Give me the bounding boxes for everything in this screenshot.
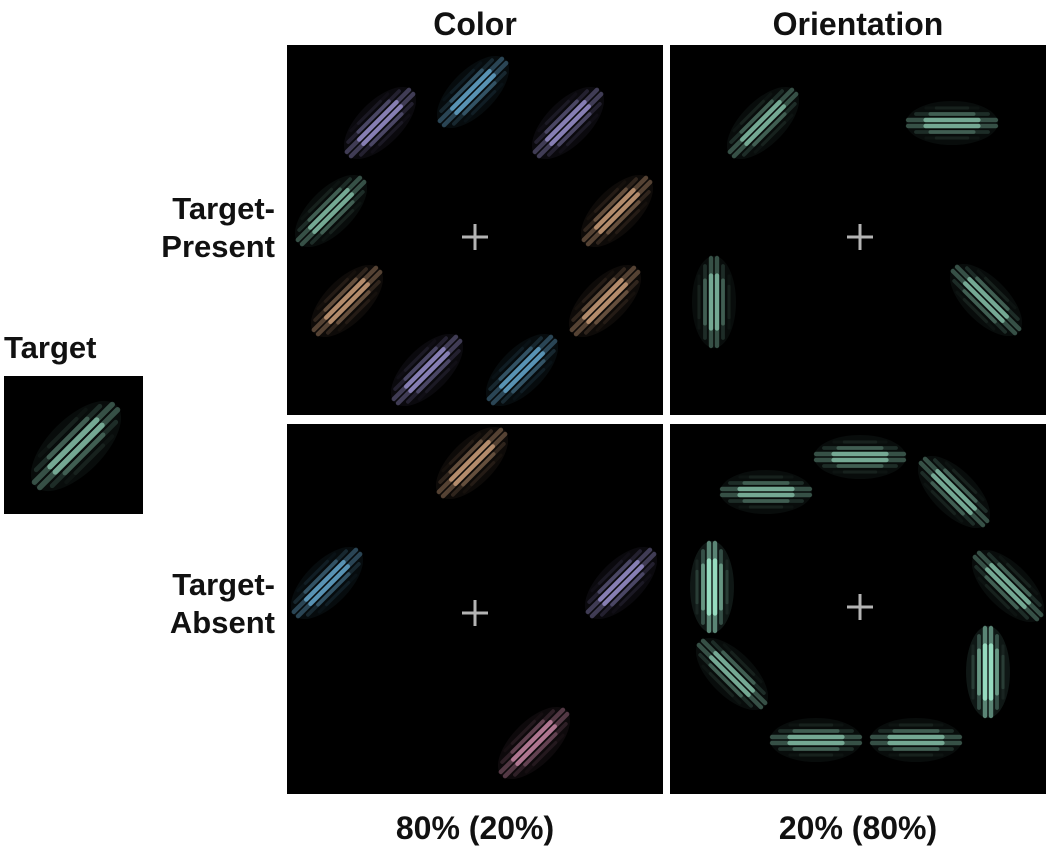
gabor-oa-6 [813, 435, 907, 479]
panel-color-absent-svg [290, 426, 658, 780]
target-stimulus [4, 376, 143, 514]
gabor-cp-9 [485, 333, 559, 407]
header-orientation: Orientation [772, 6, 944, 42]
fixation-cross-icon [847, 594, 873, 620]
gabor-oa-5 [971, 549, 1045, 623]
panel-orientation-target-present [670, 45, 1046, 415]
gabor-oa-4 [719, 470, 813, 514]
gabor-oa-7 [690, 540, 734, 634]
gabor-cp-2 [343, 86, 417, 160]
gabor-op-2 [905, 101, 999, 145]
row-label-present-line1: Target- [172, 191, 275, 226]
gabor-oa-11 [869, 718, 963, 762]
target-label: Target [4, 330, 97, 365]
gabor-cp-8 [390, 333, 464, 407]
row-label-target-present: Target- Present [115, 190, 275, 266]
gabor-oa-10 [769, 718, 863, 762]
gabor-cp-1 [436, 55, 510, 129]
panel-orientation-target-absent [670, 424, 1046, 794]
gabor-cp-5 [580, 174, 654, 248]
panel-color-target-absent [287, 424, 663, 794]
gabor-ca-4 [497, 706, 571, 780]
footer-orientation-percent: 20% (80%) [778, 810, 938, 846]
row-label-absent-line1: Target- [172, 567, 275, 602]
gabor-oa-8 [966, 625, 1010, 719]
gabor-ca-1 [435, 426, 509, 500]
panel-orientation-present-svg [692, 86, 1023, 349]
gabor-op-4 [949, 263, 1023, 337]
fixation-cross-icon [847, 224, 873, 250]
panel-color-target-present [287, 45, 663, 415]
fixation-cross-icon [462, 600, 488, 626]
gabor-ca-2 [290, 546, 364, 620]
target-gabor [30, 400, 122, 492]
header-color: Color [433, 6, 517, 42]
gabor-cp-6 [310, 264, 384, 338]
panel-orientation-absent-svg [690, 435, 1045, 762]
gabor-op-3 [692, 255, 736, 349]
target-stimulus-svg [30, 400, 122, 492]
gabor-op-1 [726, 86, 800, 160]
gabor-cp-7 [568, 264, 642, 338]
gabor-oa-3 [917, 455, 991, 529]
panel-color-present-svg [294, 55, 654, 407]
gabor-cp-4 [294, 174, 368, 248]
row-label-present-line2: Present [161, 228, 275, 264]
gabor-cp-3 [531, 86, 605, 160]
row-label-target-absent: Target- Absent [115, 566, 275, 642]
gabor-oa-9 [695, 637, 769, 711]
footer-color-percent: 80% (20%) [395, 810, 555, 846]
row-label-absent-line2: Absent [169, 604, 275, 640]
fixation-cross-icon [462, 224, 488, 250]
gabor-ca-3 [584, 546, 658, 620]
